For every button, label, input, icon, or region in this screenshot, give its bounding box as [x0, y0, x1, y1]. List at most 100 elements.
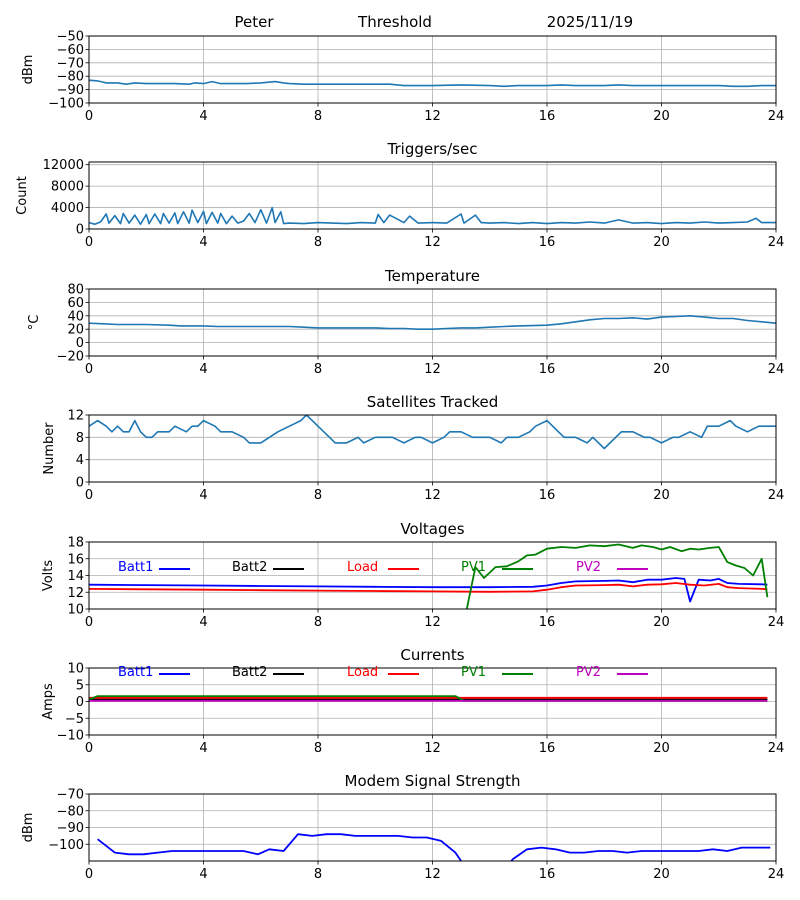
y-tick-label: 14 [67, 569, 84, 584]
series-group [89, 695, 768, 702]
x-tick-label: 0 [85, 488, 93, 503]
x-tick-label: 4 [199, 362, 207, 377]
x-tick-label: 16 [539, 109, 556, 124]
legend-label-load: Load [347, 665, 378, 680]
x-tick-label: 12 [424, 741, 441, 756]
y-tick-label: −80 [57, 70, 84, 85]
y-tick-label: 10 [67, 603, 84, 618]
x-tick-label: 16 [539, 488, 556, 503]
x-tick-label: 0 [85, 362, 93, 377]
chart-panel-3: 0 4 8 12 16 20 24 12 8 4 0 Satellites Tracked Number [42, 393, 784, 503]
y-tick-label: −80 [57, 804, 84, 819]
y-tick-label: 40 [67, 309, 84, 324]
y-axis-label: dBm [21, 813, 36, 843]
x-tick-label: 24 [768, 615, 785, 630]
series-group [89, 206, 776, 225]
y-tick-label: −70 [57, 788, 84, 803]
chart-panel-1: 0 4 8 12 16 20 24 0 4000 8000 12000 Triggers/sec Cou… [15, 140, 784, 250]
y-axis-label: °C [27, 315, 42, 331]
chart-panel-0: 0 4 8 12 16 20 24 −50−60−70−80−90−100 dBm [21, 30, 784, 125]
legend-label-batt1: Batt1 [118, 665, 153, 680]
x-tick-label: 0 [85, 741, 93, 756]
series-group [97, 833, 771, 861]
x-tick-label: 24 [768, 235, 785, 250]
x-tick-label: 12 [424, 867, 441, 882]
series-line-pv1 [465, 543, 769, 609]
x-tick-label: 20 [653, 615, 670, 630]
y-tick-label: 0 [76, 695, 84, 710]
axes-frame [88, 541, 777, 610]
series-line-satellites [89, 415, 776, 450]
x-tick-label: 12 [424, 488, 441, 503]
x-tick-label: 20 [653, 362, 670, 377]
y-tick-label: 60 [67, 296, 84, 311]
legend-label-pv1: PV1 [461, 665, 486, 680]
x-tick-label: 4 [199, 488, 207, 503]
y-tick-label: 4000 [51, 201, 84, 216]
series-line-batt1 [89, 577, 768, 603]
x-tick-label: 16 [539, 235, 556, 250]
x-tick-label: 20 [653, 488, 670, 503]
y-tick-label: −100 [48, 838, 84, 853]
x-tick-label: 16 [539, 615, 556, 630]
y-tick-label: −70 [57, 56, 84, 71]
y-tick-label: −5 [65, 712, 84, 727]
axes-frame [88, 793, 777, 862]
series-line-modem [97, 833, 771, 861]
series-line-triggers [89, 206, 776, 225]
y-tick-label: 12000 [43, 158, 84, 173]
series-line-threshold [89, 79, 776, 88]
series-group [89, 79, 776, 88]
chart-title: Satellites Tracked [367, 393, 498, 411]
chart-title: Modem Signal Strength [345, 772, 521, 790]
y-axis-label: Count [15, 176, 30, 215]
y-tick-label: 0 [76, 223, 84, 238]
y-tick-label: −90 [57, 821, 84, 836]
y-tick-label: 16 [67, 552, 84, 567]
x-tick-label: 20 [653, 741, 670, 756]
chart-title: Temperature [384, 267, 480, 285]
x-tick-label: 24 [768, 867, 785, 882]
axes-frame [88, 288, 777, 357]
x-tick-label: 8 [314, 109, 322, 124]
x-tick-label: 0 [85, 109, 93, 124]
x-tick-label: 24 [768, 109, 785, 124]
y-tick-label: 18 [67, 536, 84, 551]
y-tick-label: 12 [67, 409, 84, 424]
x-tick-label: 8 [314, 615, 322, 630]
axes-frame [88, 414, 777, 483]
legend-label-batt2: Batt2 [232, 560, 267, 575]
x-tick-label: 8 [314, 741, 322, 756]
y-tick-label: 5 [76, 678, 84, 693]
x-tick-label: 0 [85, 615, 93, 630]
y-tick-label: 0 [76, 476, 84, 491]
y-tick-label: 20 [67, 323, 84, 338]
x-tick-label: 4 [199, 867, 207, 882]
x-tick-label: 20 [653, 109, 670, 124]
chart-title: Triggers/sec [387, 140, 478, 158]
chart-panel-6: 0 4 8 12 16 20 24 −70−80 −90 −100 Modem Signal Str… [21, 772, 784, 882]
x-tick-label: 12 [424, 235, 441, 250]
series-line-load [89, 582, 768, 593]
x-tick-label: 20 [653, 235, 670, 250]
x-tick-label: 16 [539, 867, 556, 882]
y-axis-label: Number [42, 422, 57, 475]
x-tick-label: 4 [199, 235, 207, 250]
y-axis-label: Volts [41, 560, 56, 592]
series-group [89, 543, 769, 609]
axes-frame [88, 35, 777, 104]
x-tick-label: 16 [539, 741, 556, 756]
x-tick-label: 12 [424, 615, 441, 630]
y-tick-label: −20 [57, 350, 84, 365]
x-tick-label: 8 [314, 362, 322, 377]
series-group [89, 314, 776, 331]
y-axis-label: Amps [41, 683, 56, 720]
y-tick-label: −60 [57, 43, 84, 58]
legend-label-pv1: PV1 [461, 560, 486, 575]
series-line-temperature [89, 314, 776, 331]
x-tick-label: 4 [199, 615, 207, 630]
x-tick-label: 8 [314, 235, 322, 250]
x-tick-label: 24 [768, 488, 785, 503]
